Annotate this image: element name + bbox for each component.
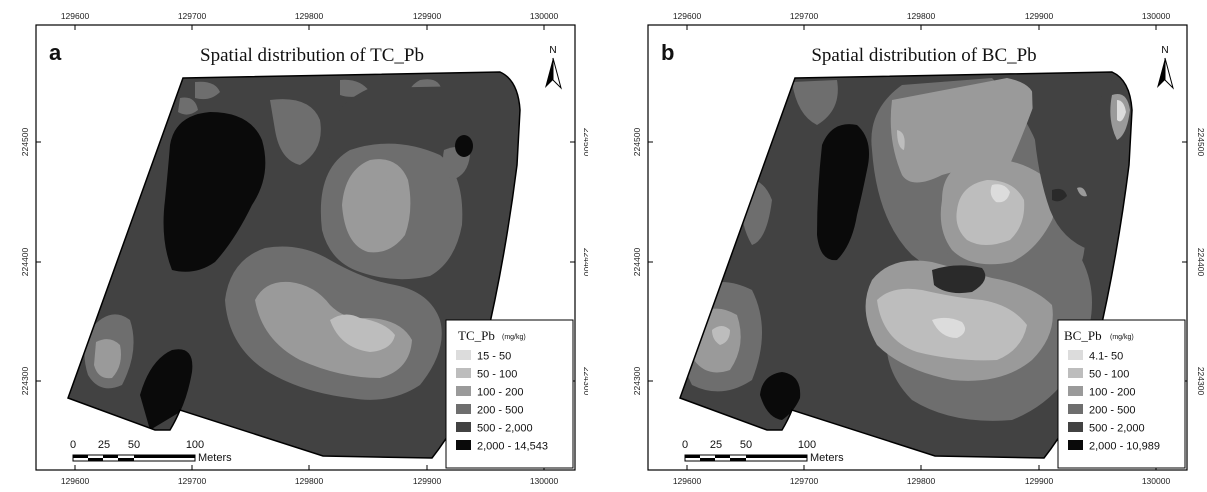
x-tick-label: 129700	[790, 11, 819, 21]
map-panel-b: 129600 129700 129800 129900 130000 12960…	[612, 0, 1207, 492]
x-tick-label: 129800	[907, 476, 936, 486]
x-tick-label: 129900	[1025, 11, 1054, 21]
legend-item-label: 50 - 100	[477, 369, 517, 381]
x-tick-label: 129800	[907, 11, 936, 21]
scale-unit: Meters	[810, 452, 844, 464]
legend-item-label: 500 - 2,000	[1089, 423, 1145, 435]
y-tick-label: 224400	[1196, 248, 1206, 277]
x-tick-label: 130000	[530, 11, 559, 21]
legend-swatch	[456, 440, 471, 450]
svg-text:100: 100	[186, 439, 204, 451]
legend-title: BC_Pb	[1064, 328, 1102, 343]
y-tick-label: 224300	[1196, 367, 1206, 396]
y-tick-labels-left: 224500 224400 224300	[20, 128, 30, 396]
legend-swatch	[1068, 440, 1083, 450]
x-tick-label: 129600	[61, 11, 90, 21]
x-tick-labels-top: 129600 129700 129800 129900 130000	[673, 11, 1171, 21]
legend-item-label: 100 - 200	[1089, 387, 1135, 399]
svg-text:50: 50	[128, 439, 140, 451]
x-tick-label: 129800	[295, 11, 324, 21]
legend-swatch	[1068, 404, 1083, 414]
legend-swatch	[1068, 386, 1083, 396]
scale-unit: Meters	[198, 452, 232, 464]
legend-swatch	[456, 386, 471, 396]
svg-text:0: 0	[70, 439, 76, 451]
y-tick-label: 224500	[582, 128, 588, 157]
legend-swatch	[1068, 368, 1083, 378]
legend-item-label: 100 - 200	[477, 387, 523, 399]
map-b-svg: 129600 129700 129800 129900 130000 12960…	[632, 11, 1206, 486]
legend-unit: (mg/kg)	[502, 334, 526, 341]
legend-swatch	[1068, 422, 1083, 432]
x-tick-label: 129700	[178, 476, 207, 486]
svg-text:0: 0	[682, 439, 688, 451]
y-tick-labels-right: 224500 224400 224300	[582, 128, 588, 396]
north-arrow-icon: N	[545, 45, 562, 90]
x-tick-label: 129700	[178, 11, 207, 21]
legend-swatch	[1068, 350, 1083, 360]
legend-item-label: 15 - 50	[477, 351, 511, 363]
x-tick-label: 129600	[61, 476, 90, 486]
svg-text:N: N	[549, 45, 556, 56]
x-tick-label: 129700	[790, 476, 819, 486]
legend: TC_Pb (mg/kg) 15 - 50 50 - 100 100 - 200 20…	[445, 319, 574, 469]
x-tick-labels-top: 129600 129700 129800 129900 130000	[61, 11, 559, 21]
x-tick-labels-bottom: 129600 129700 129800 129900 130000	[61, 476, 559, 486]
y-tick-label: 224300	[632, 367, 642, 396]
legend-item-label: 200 - 500	[1089, 405, 1135, 417]
map-a-svg: 129600 129700 129800 129900 130000 12960…	[20, 11, 588, 486]
pb-surface-b	[680, 72, 1132, 458]
svg-text:100: 100	[798, 439, 816, 451]
legend-item-label: 2,000 - 14,543	[477, 441, 548, 453]
x-tick-labels-bottom: 129600 129700 129800 129900 130000	[673, 476, 1171, 486]
legend-swatch	[456, 368, 471, 378]
legend-item-label: 500 - 2,000	[477, 423, 533, 435]
y-tick-label: 224400	[582, 248, 588, 277]
y-tick-label: 224400	[20, 248, 30, 277]
legend-item-label: 4.1- 50	[1089, 351, 1123, 363]
y-tick-label: 224500	[632, 128, 642, 157]
y-tick-label: 224300	[20, 367, 30, 396]
x-tick-label: 129900	[413, 11, 442, 21]
x-tick-label: 129900	[413, 476, 442, 486]
map-title: Spatial distribution of BC_Pb	[811, 45, 1036, 66]
y-tick-label: 224500	[1196, 128, 1206, 157]
map-title: Spatial distribution of TC_Pb	[200, 45, 424, 66]
svg-text:50: 50	[740, 439, 752, 451]
legend-swatch	[456, 350, 471, 360]
svg-text:25: 25	[710, 439, 722, 451]
x-tick-label: 129900	[1025, 476, 1054, 486]
legend-item-label: 50 - 100	[1089, 369, 1129, 381]
legend-swatch	[456, 404, 471, 414]
legend-swatch	[456, 422, 471, 432]
scale-bar: 0 25 50 100 Meters	[70, 439, 232, 464]
svg-text:25: 25	[98, 439, 110, 451]
legend-item-label: 2,000 - 10,989	[1089, 441, 1160, 453]
north-arrow-icon: N	[1157, 45, 1174, 90]
legend-item-label: 200 - 500	[477, 405, 523, 417]
scale-bar: 0 25 50 100 Meters	[682, 439, 844, 464]
y-tick-labels-left: 224500 224400 224300	[632, 128, 642, 396]
svg-text:N: N	[1161, 45, 1168, 56]
x-tick-label: 130000	[1142, 476, 1171, 486]
x-tick-label: 129600	[673, 476, 702, 486]
x-tick-label: 129600	[673, 11, 702, 21]
x-tick-label: 129800	[295, 476, 324, 486]
y-tick-label: 224400	[632, 248, 642, 277]
legend-unit: (mg/kg)	[1110, 334, 1134, 341]
x-tick-label: 130000	[1142, 11, 1171, 21]
map-panel-a: 129600 129700 129800 129900 130000 12960…	[0, 0, 588, 492]
panel-letter: a	[49, 40, 62, 65]
legend-title: TC_Pb	[458, 328, 495, 343]
legend: BC_Pb (mg/kg) 4.1- 50 50 - 100 100 - 200 20…	[1057, 319, 1186, 469]
y-tick-labels-right: 224500 224400 224300	[1196, 128, 1206, 396]
panel-letter: b	[661, 40, 674, 65]
y-tick-label: 224300	[582, 367, 588, 396]
y-tick-label: 224500	[20, 128, 30, 157]
x-tick-label: 130000	[530, 476, 559, 486]
